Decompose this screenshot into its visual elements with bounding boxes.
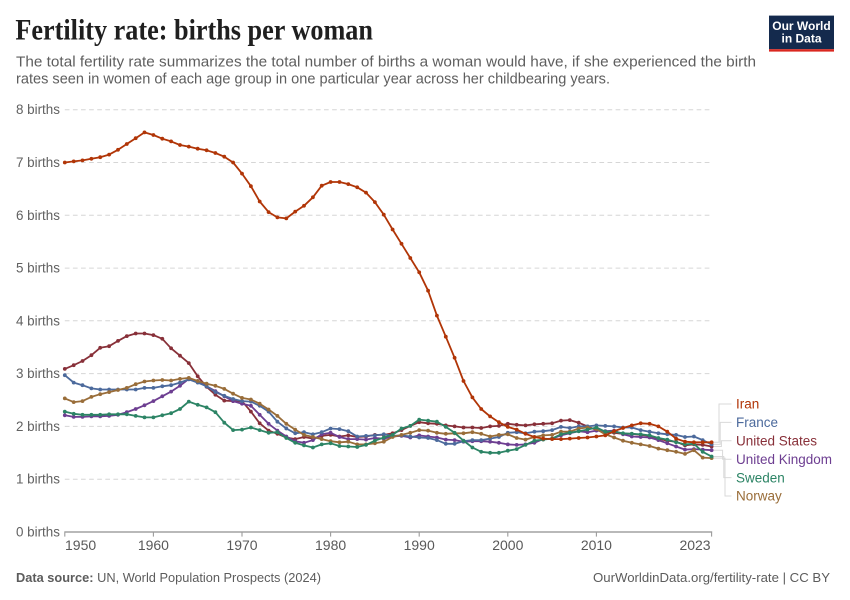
svg-text:2010: 2010 [581,537,612,553]
svg-text:3 births: 3 births [16,366,60,381]
svg-text:6 births: 6 births [16,208,60,223]
svg-text:Our World: Our World [772,19,830,33]
svg-text:1 births: 1 births [16,472,60,487]
svg-text:2 births: 2 births [16,419,60,434]
svg-text:4 births: 4 births [16,313,60,328]
svg-text:Sweden: Sweden [736,470,785,485]
svg-text:1980: 1980 [315,537,346,553]
svg-text:2023: 2023 [679,537,710,553]
svg-text:rates seen in women of each ag: rates seen in women of each age group in… [16,70,610,87]
svg-text:5 births: 5 births [16,261,60,276]
svg-text:0 births: 0 births [16,525,60,540]
svg-text:1990: 1990 [404,537,435,553]
svg-text:1960: 1960 [138,537,169,553]
svg-text:France: France [736,415,778,430]
svg-text:8 births: 8 births [16,102,60,117]
svg-text:Iran: Iran [736,397,759,412]
svg-text:OurWorldinData.org/fertility-r: OurWorldinData.org/fertility-rate | CC B… [593,570,830,585]
svg-text:1950: 1950 [65,537,96,553]
svg-text:Norway: Norway [736,489,782,504]
svg-text:in Data: in Data [781,32,821,46]
svg-text:United States: United States [736,434,817,449]
svg-text:Fertility rate: births per wom: Fertility rate: births per woman [15,14,373,47]
svg-text:2000: 2000 [492,537,523,553]
svg-text:The total fertility rate summa: The total fertility rate summarizes the … [16,54,756,71]
svg-text:1970: 1970 [226,537,257,553]
svg-text:United Kingdom: United Kingdom [736,452,832,467]
svg-text:7 births: 7 births [16,155,60,170]
svg-text:Data source: UN, World Populat: Data source: UN, World Population Prospe… [16,570,321,585]
